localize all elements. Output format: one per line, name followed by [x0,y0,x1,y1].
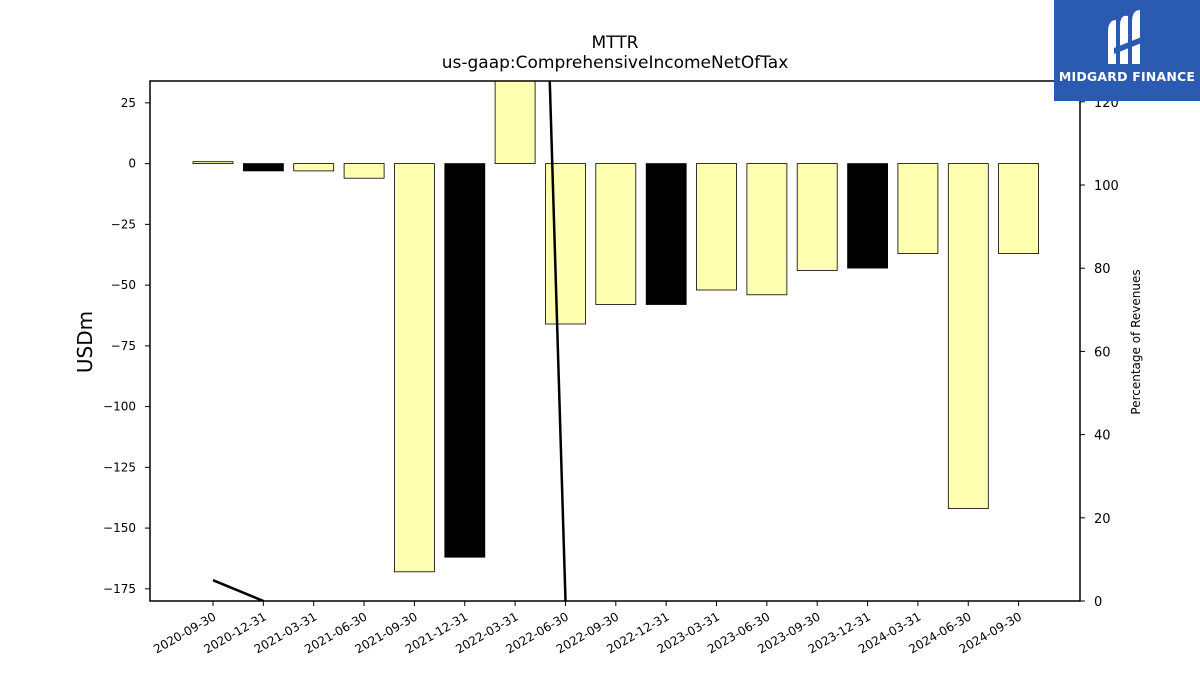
bar-2021-03-31 [293,163,335,172]
y-axis-label: USDm [73,311,97,373]
midgard-m-icon [1108,10,1144,64]
y-ticks: 25 0 −25 −50 −75 −100 −125 −150 −175 [103,96,150,596]
bar-2021-06-30 [343,163,385,179]
y2-tick-label: 40 [1094,429,1111,444]
y-tick-label: 0 [128,157,136,171]
bar-2023-06-30 [746,163,788,296]
y2-tick-label: 100 [1094,179,1119,194]
y-tick-label: −150 [103,521,136,535]
bar-2023-12-31 [847,163,888,269]
y2-axis-label: Percentage of Revenues [1129,269,1143,414]
midgard-finance-logo: MIDGARD FINANCE [1054,0,1200,101]
x-ticks: 2020-09-302020-12-312021-03-312021-06-30… [151,601,1024,656]
bar-2022-09-30 [595,163,637,305]
y2-tick-label: 20 [1094,512,1111,527]
bar-2021-12-31 [444,163,486,558]
y-tick-label: 25 [121,96,136,110]
chart-subtitle: us-gaap:ComprehensiveIncomeNetOfTax [442,53,789,73]
bar-2024-03-31 [897,163,939,254]
chart-title: MTTR [592,33,639,53]
y2-tick-label: 60 [1094,345,1111,360]
pct-line-segment-1 [548,81,567,601]
bar-2022-03-31 [494,80,536,164]
y-tick-label: −25 [111,217,136,231]
bars-layer [192,80,1039,573]
line-layer [212,81,567,601]
y2-tick-label: 0 [1094,595,1102,610]
y-tick-label: −75 [111,339,136,353]
bar-2020-09-30 [192,161,234,164]
y-tick-label: −175 [103,582,136,596]
y-tick-label: −50 [111,278,136,292]
bar-2023-09-30 [796,163,838,271]
plot-frame [149,80,1081,602]
y-tick-label: −125 [103,460,136,474]
pct-line-segment-0 [212,579,264,601]
bar-2023-03-31 [696,163,737,291]
y-tick-label: −100 [103,400,136,414]
bar-2022-06-30 [545,163,586,325]
y2-tick-label: 80 [1094,262,1111,277]
bar-2022-12-31 [645,163,687,305]
bar-2024-09-30 [998,163,1039,254]
bar-2024-06-30 [947,163,989,510]
bar-2021-09-30 [393,163,435,573]
bar-2020-12-31 [242,163,284,172]
logo-text: MIDGARD FINANCE [1058,69,1196,84]
